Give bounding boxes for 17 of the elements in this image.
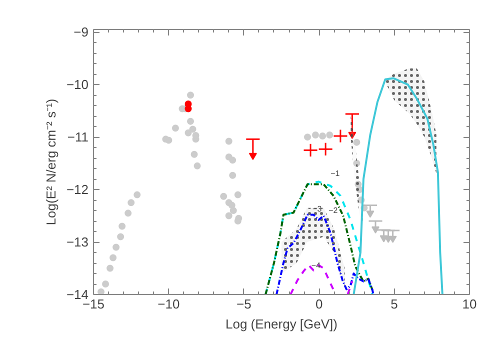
x-tick-label: 5 [390,296,398,312]
y-tick-label: −14 [66,287,89,302]
annotation: −2 [328,206,338,215]
y-tick-label: −9 [74,24,89,40]
x-tick-label: 10 [462,296,477,312]
y-axis-title: Log(E² N/erg cm⁻² s⁻¹) [43,98,58,226]
annotation: −3 [312,204,322,214]
y-tick-label: −10 [66,77,89,92]
y-tick-label: −13 [66,234,89,250]
x-tick-label: −5 [236,296,252,312]
x-axis-title: Log (Energy [GeV]) [226,316,338,332]
annotation: −1 [330,169,340,178]
y-tick-label: −12 [66,182,89,198]
annotation: −4 [311,260,321,270]
y-tick-label: −11 [67,130,89,145]
x-tick-label: −10 [158,296,180,312]
x-tick-label: 0 [315,296,323,312]
